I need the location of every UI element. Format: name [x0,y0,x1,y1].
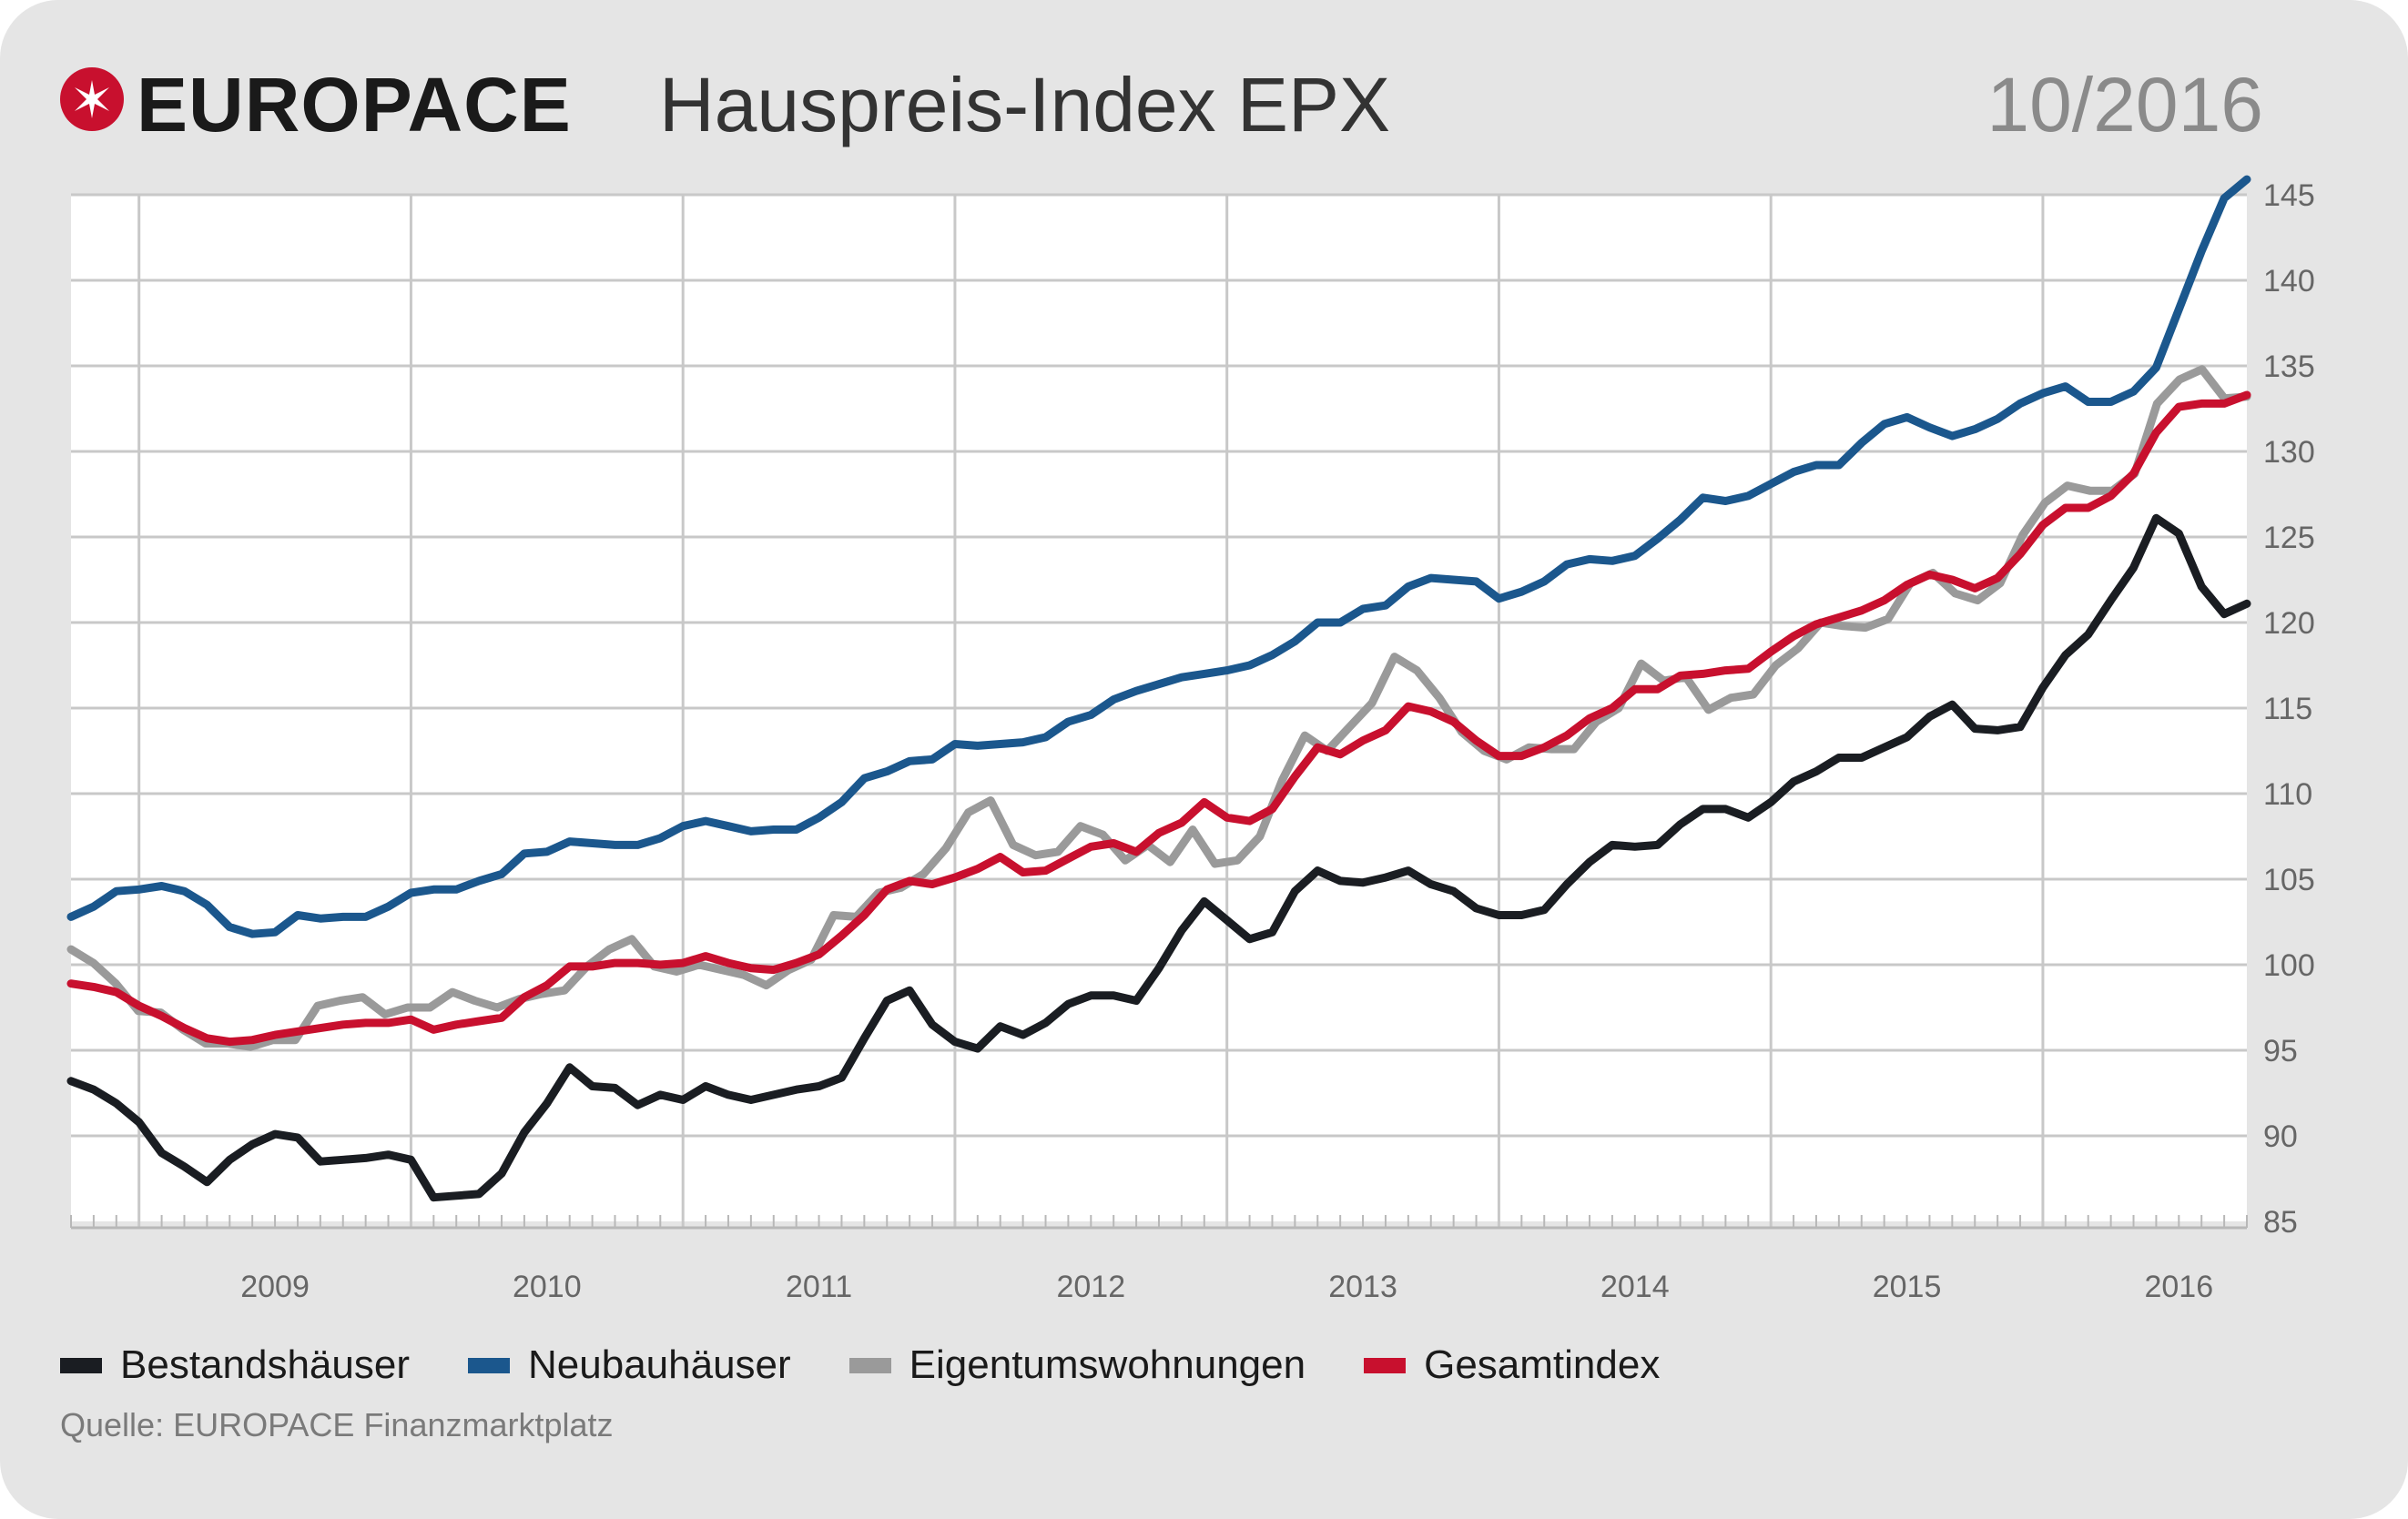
legend: Bestandshäuser Neubauhäuser Eigentumswoh… [60,1338,1718,1392]
legend-item-eigentumswohnungen: Eigentumswohnungen [848,1342,1306,1388]
y-tick-label: 135 [2263,349,2315,384]
legend-swatch [1364,1357,1407,1373]
y-tick-label: 90 [2263,1119,2298,1154]
x-tick-label: 2011 [786,1270,852,1304]
series-line-3 [66,390,2251,1047]
legend-label: Neubauhäuser [528,1342,791,1387]
header: EUROPACE Hauspreis-Index EPX 10/2016 [60,55,2263,155]
y-tick-label: 120 [2263,606,2315,641]
y-tick-label: 115 [2263,692,2312,726]
europace-logo-icon [60,67,124,131]
x-tick-label: 2013 [1328,1270,1397,1304]
x-tick-label: 2015 [1873,1270,1942,1304]
series-line-1 [66,175,2251,938]
chart-date: 10/2016 [1986,62,2263,147]
legend-swatch [60,1357,102,1373]
tick-labels: 85 90 95 100 105 110 115 120 125 130 135 140 145 2009… [240,178,2314,1304]
chart-title: Hauspreis-Index EPX [659,62,1391,147]
series-line-2 [66,365,2251,1051]
y-tick-label: 125 [2263,521,2315,555]
y-tick-label: 145 [2263,178,2315,213]
y-tick-label: 130 [2263,435,2315,470]
legend-swatch [848,1357,891,1373]
y-tick-label: 85 [2263,1205,2298,1240]
y-tick-label: 140 [2263,264,2315,299]
legend-item-gesamtindex: Gesamtindex [1364,1342,1660,1388]
legend-item-bestandshaeuser: Bestandshäuser [60,1342,410,1388]
y-tick-label: 100 [2263,948,2315,983]
legend-item-neubauhaeuser: Neubauhäuser [468,1342,791,1388]
legend-swatch [468,1357,510,1373]
legend-label: Gesamtindex [1424,1342,1661,1387]
x-tick-label: 2014 [1600,1270,1670,1304]
y-tick-label: 105 [2263,863,2315,897]
series-line-0 [66,513,2251,1202]
legend-label: Eigentumswohnungen [909,1342,1306,1387]
y-tick-label: 110 [2263,777,2312,812]
source-note: Quelle: EUROPACE Finanzmarktplatz [60,1406,614,1443]
legend-label: Bestandshäuser [120,1342,410,1387]
x-tick-label: 2010 [513,1270,582,1304]
x-tick-label: 2012 [1056,1270,1125,1304]
brand-name: EUROPACE [137,62,572,147]
series-lines [66,175,2251,1202]
x-tick-label: 2016 [2144,1270,2213,1304]
axes [70,1215,2248,1230]
y-tick-label: 95 [2263,1034,2298,1068]
x-tick-label: 2009 [240,1270,310,1304]
